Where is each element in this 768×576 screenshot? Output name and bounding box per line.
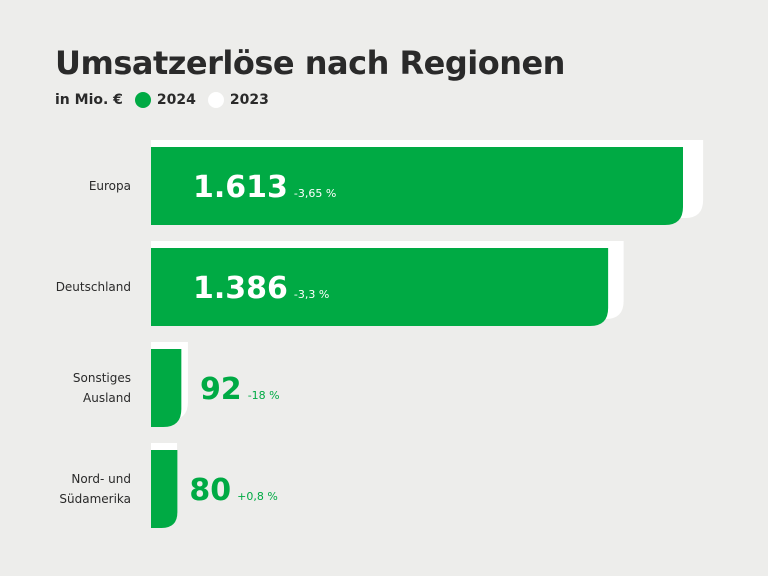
category-label-2-1: Ausland [83, 391, 131, 405]
legend-label-2023: 2023 [229, 92, 269, 108]
bar-2024-3 [151, 450, 178, 528]
legend: in Mio. € 2024 2023 [55, 91, 281, 109]
change-label-2: -18 % [248, 389, 280, 402]
legend-swatch-2023 [207, 92, 224, 108]
value-label-0: 1.613 [193, 170, 288, 205]
unit-label: in Mio. € [55, 92, 123, 108]
change-label-3: +0,8 % [237, 490, 278, 503]
change-label-1: -3,3 % [294, 288, 329, 301]
bar-2024-0 [151, 147, 683, 225]
category-label-1-0: Deutschland [56, 280, 131, 294]
change-label-0: -3,65 % [294, 187, 336, 200]
value-label-2: 92 [200, 372, 242, 407]
bar-2024-1 [151, 248, 609, 326]
category-label-0-0: Europa [89, 179, 131, 193]
legend-item-2023: 2023 [207, 92, 269, 108]
category-label-3-0: Nord- und [71, 472, 131, 486]
legend-label-2024: 2024 [156, 92, 196, 108]
value-label-1: 1.386 [193, 271, 288, 306]
category-label-3-1: Südamerika [59, 492, 131, 506]
value-label-3: 80 [189, 473, 231, 508]
chart-title: Umsatzerlöse nach Regionen [55, 44, 565, 82]
category-label-2-0: Sonstiges [73, 371, 131, 385]
legend-swatch-2024 [134, 92, 151, 108]
legend-item-2024: 2024 [134, 92, 196, 108]
bar-2024-2 [151, 349, 182, 427]
